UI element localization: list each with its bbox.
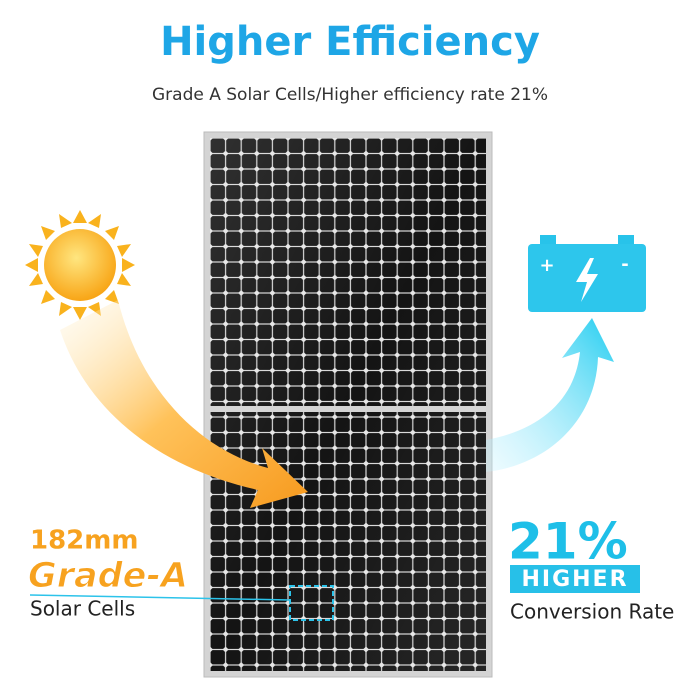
- sun-icon: [25, 210, 135, 320]
- battery-minus: -: [621, 254, 628, 275]
- badge-bg: [510, 565, 640, 593]
- badge: HIGHER: [521, 567, 628, 592]
- cell-label: Solar Cells: [30, 597, 135, 621]
- title: Higher Efficiency: [160, 19, 540, 65]
- cell-highlight: [289, 585, 334, 621]
- orange-arrow: [60, 300, 308, 508]
- rate-label: Conversion Rate: [510, 600, 674, 624]
- subtitle: Grade A Solar Cells/Higher efficiency ra…: [152, 85, 548, 105]
- cell-grade: Grade-A: [28, 556, 188, 596]
- cyan-arrow: [486, 318, 614, 472]
- cell-size: 182mm: [30, 526, 138, 556]
- battery-icon: + -: [528, 235, 646, 312]
- solar-panel: [203, 131, 493, 678]
- battery-plus: +: [539, 255, 554, 276]
- rate: 21%: [508, 513, 628, 571]
- callout-line: [29, 594, 291, 601]
